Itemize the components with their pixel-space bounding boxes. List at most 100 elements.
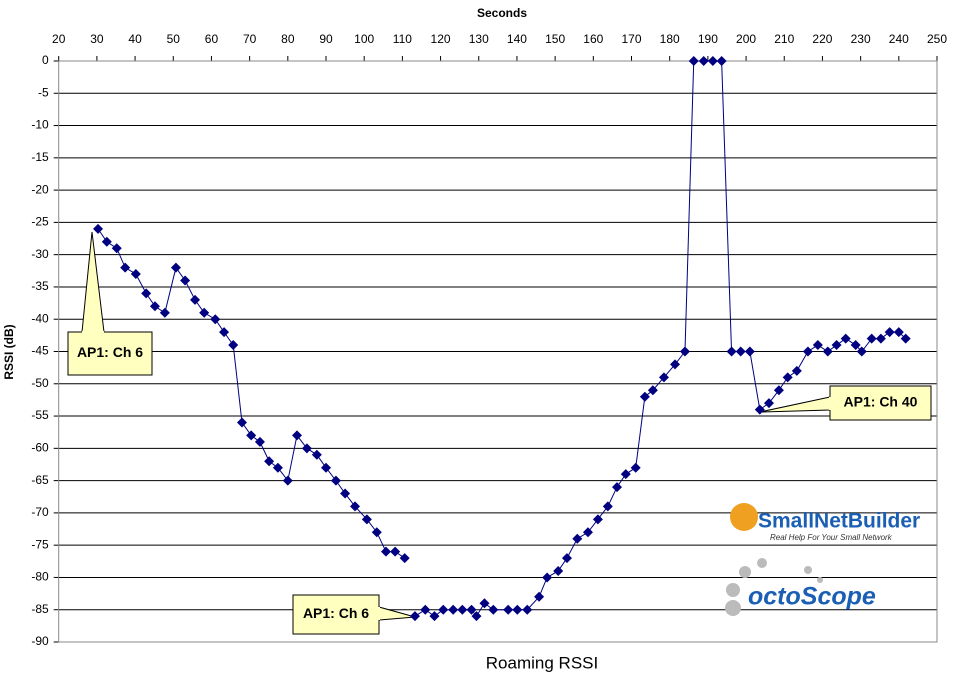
callout-text: AP1: Ch 6: [77, 344, 143, 360]
data-point: [856, 346, 867, 357]
data-point: [361, 514, 372, 525]
data-point: [149, 301, 160, 312]
data-point: [466, 604, 477, 615]
x-tick-label: 40: [128, 32, 142, 46]
logo-text: SmallNetBuilder: [758, 510, 920, 533]
x-tick-label: 250: [927, 32, 947, 46]
data-point: [592, 514, 603, 525]
logo-dot: [757, 558, 767, 568]
data-point: [111, 243, 122, 254]
y-tick-label: -55: [31, 408, 49, 422]
x-tick-label: 180: [660, 32, 680, 46]
data-point: [311, 449, 322, 460]
data-point: [340, 488, 351, 499]
x-tick-label: 190: [698, 32, 718, 46]
data-point: [534, 591, 545, 602]
y-tick-label: -35: [31, 279, 49, 293]
x-tick-label: 210: [774, 32, 794, 46]
data-point: [409, 611, 420, 622]
x-tick-label: 60: [205, 32, 219, 46]
data-point: [93, 223, 104, 234]
data-point: [471, 611, 482, 622]
x-tick-label: 80: [281, 32, 295, 46]
data-point: [670, 359, 681, 370]
callout-text: AP1: Ch 6: [303, 605, 369, 621]
data-point: [658, 372, 669, 383]
data-point: [561, 553, 572, 564]
callout: AP1: Ch 40: [759, 385, 932, 421]
x-tick-label: 230: [851, 32, 871, 46]
data-point: [735, 346, 746, 357]
data-point: [679, 346, 690, 357]
data-point: [782, 372, 793, 383]
x-tick-label: 30: [90, 32, 104, 46]
data-point: [582, 527, 593, 538]
data-point: [716, 56, 727, 66]
data-point: [522, 604, 533, 615]
y-tick-label: -45: [31, 344, 49, 358]
data-point: [840, 333, 851, 344]
callout-box: [292, 594, 380, 635]
x-tick-label: 240: [889, 32, 909, 46]
logo-icon: [730, 503, 758, 531]
data-point: [321, 462, 332, 473]
data-point: [647, 385, 658, 396]
y-tick-label: -5: [38, 85, 49, 99]
data-point: [272, 462, 283, 473]
x-tick-label: 90: [319, 32, 333, 46]
y-tick-label: -75: [31, 537, 49, 551]
data-point: [219, 327, 230, 338]
logo-dot: [739, 566, 751, 578]
x-tick-label: 50: [167, 32, 181, 46]
data-point: [479, 598, 490, 609]
data-point: [791, 365, 802, 376]
x-tick-label: 130: [469, 32, 489, 46]
data-point: [264, 456, 275, 467]
x-tick-label: 110: [393, 32, 412, 46]
data-point: [130, 269, 141, 280]
y-tick-label: -50: [31, 376, 49, 390]
x-axis-label: Roaming RSSI: [486, 653, 598, 672]
x-tick-label: 170: [621, 32, 641, 46]
data-point: [773, 385, 784, 396]
data-point: [802, 346, 813, 357]
callout: AP1: Ch 6: [292, 594, 416, 635]
y-tick-label: -10: [31, 118, 49, 132]
logo-dot: [817, 577, 823, 583]
data-point: [420, 604, 431, 615]
data-point: [893, 327, 904, 338]
data-point: [812, 340, 823, 351]
x-tick-label: 160: [583, 32, 603, 46]
data-point: [210, 314, 221, 325]
x-tick-label: 200: [736, 32, 756, 46]
data-point: [822, 346, 833, 357]
logo-tagline: Real Help For Your Small Network: [770, 533, 893, 542]
y-tick-label: -30: [31, 247, 49, 261]
logo-dot: [804, 566, 812, 574]
data-point: [291, 430, 302, 441]
data-point: [101, 236, 112, 247]
data-point: [602, 501, 613, 512]
y-tick-label: -65: [31, 473, 49, 487]
data-point: [754, 404, 765, 415]
callout-box: [67, 331, 153, 376]
callout: AP1: Ch 6: [67, 231, 153, 376]
logo-dot: [725, 600, 741, 616]
data-point: [698, 56, 709, 66]
data-point: [159, 307, 170, 318]
data-point: [744, 346, 755, 357]
data-point: [512, 604, 523, 615]
data-point: [350, 501, 361, 512]
data-point: [180, 275, 191, 286]
x-tick-label: 140: [507, 32, 527, 46]
data-point: [503, 604, 514, 615]
y-tick-label: -60: [31, 441, 49, 455]
data-point: [553, 565, 564, 576]
y-tick-label: -20: [31, 182, 49, 196]
y-tick-label: -25: [31, 215, 49, 229]
data-point: [199, 307, 210, 318]
data-point: [120, 262, 131, 273]
data-point: [330, 475, 341, 486]
data-point: [228, 340, 239, 351]
